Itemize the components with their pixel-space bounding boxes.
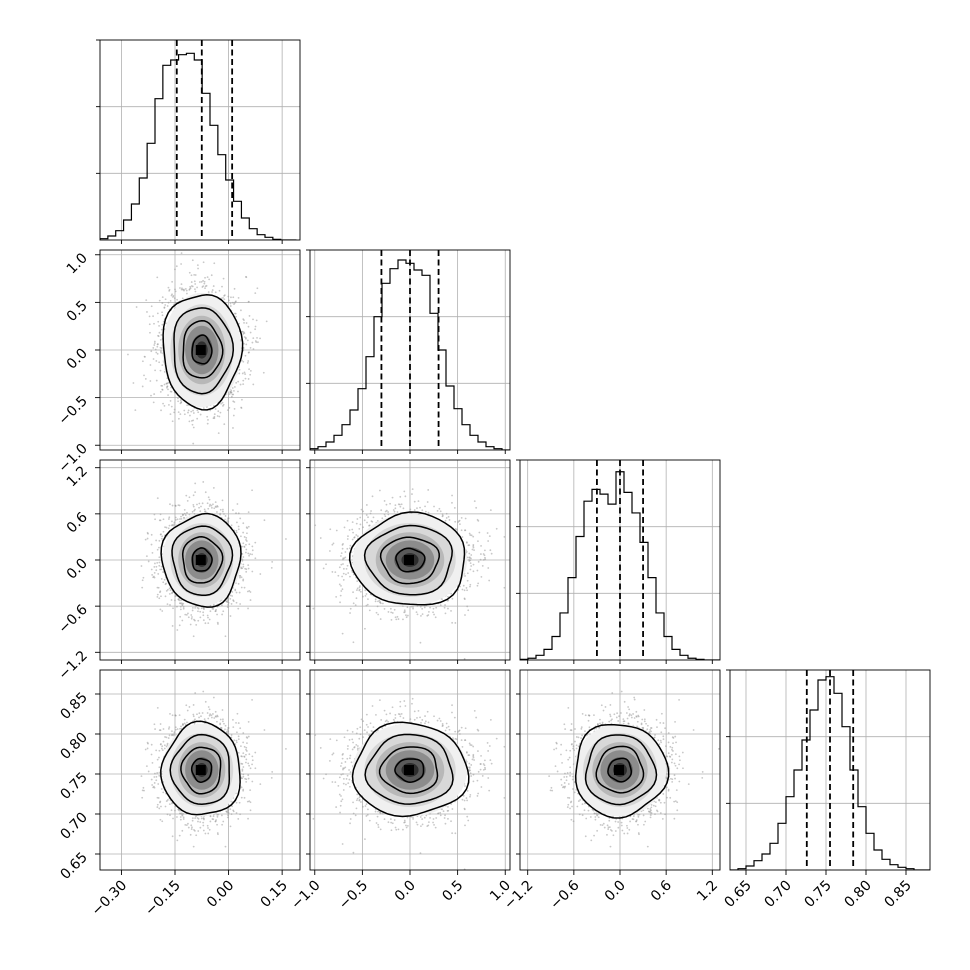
density-panel-5 [310, 670, 510, 870]
contour-line [173, 307, 235, 395]
contour-line [171, 525, 234, 597]
density-peak [614, 765, 624, 775]
density-panel-1 [100, 250, 300, 450]
contour-line [395, 547, 426, 573]
histogram-step-line [520, 471, 720, 660]
contour-line [574, 723, 670, 819]
panel-frame [99, 669, 301, 871]
contour-line [169, 733, 231, 805]
contour-line [191, 547, 213, 572]
contour-line [160, 720, 241, 816]
density-peak [195, 345, 206, 355]
panel-frame [99, 39, 301, 241]
histogram-panel-4 [730, 670, 930, 870]
contour-line [160, 512, 242, 608]
panel-frame [729, 669, 931, 871]
density-panel-4 [100, 670, 300, 870]
histogram-panel-2 [310, 250, 510, 450]
density-peak [195, 765, 206, 775]
histogram-step-line [100, 52, 297, 240]
histogram-panel-1 [100, 40, 300, 240]
contour-line [348, 511, 466, 606]
contour-line [191, 334, 213, 365]
contour-line [607, 757, 633, 783]
histogram-step-line [730, 676, 930, 870]
contour-line [364, 733, 454, 805]
contour-line [363, 524, 453, 596]
contour-line [351, 721, 470, 818]
contour-line [379, 536, 440, 585]
density-panel-2 [100, 460, 300, 660]
contour-line [584, 734, 658, 806]
density-peak [404, 555, 414, 565]
contour-line [378, 746, 439, 795]
density-peak [195, 555, 206, 565]
contour-line [181, 536, 224, 584]
contour-line [162, 294, 244, 411]
contour-line [182, 319, 224, 379]
density-panel-6 [520, 670, 720, 870]
contour-line [190, 757, 213, 783]
histogram-step-line [310, 259, 510, 450]
histogram-panel-3 [520, 460, 720, 660]
contour-line [180, 746, 222, 795]
density-panel-3 [310, 460, 510, 660]
contour-line [394, 758, 425, 783]
contour-line [595, 745, 645, 794]
density-peak [404, 765, 414, 775]
